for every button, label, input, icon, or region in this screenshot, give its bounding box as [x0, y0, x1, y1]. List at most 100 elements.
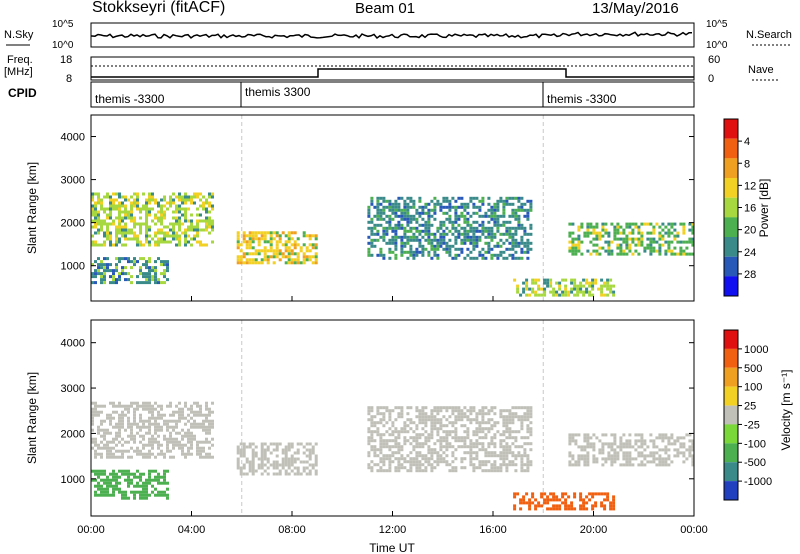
- data-cell: [148, 240, 151, 244]
- data-cell: [239, 454, 243, 458]
- data-cell: [568, 451, 572, 455]
- data-cell: [299, 460, 303, 464]
- data-cell: [124, 225, 127, 229]
- data-cell: [403, 466, 407, 470]
- data-cell: [555, 281, 559, 285]
- data-cell: [424, 229, 428, 233]
- data-cell: [588, 284, 592, 288]
- data-cell: [499, 250, 503, 254]
- data-cell: [448, 217, 452, 221]
- data-cell: [245, 261, 249, 265]
- data-cell: [564, 492, 568, 496]
- data-cell: [211, 410, 214, 414]
- data-cell: [607, 451, 611, 455]
- data-cell: [580, 457, 584, 461]
- data-cell: [610, 454, 614, 458]
- data-cell: [115, 425, 118, 429]
- data-cell: [127, 419, 130, 423]
- data-cell: [106, 225, 109, 229]
- data-cell: [136, 404, 139, 408]
- data-cell: [568, 246, 572, 250]
- data-cell: [190, 416, 193, 420]
- data-cell: [139, 240, 142, 244]
- data-cell: [583, 433, 587, 437]
- data-cell: [502, 454, 506, 458]
- data-cell: [418, 433, 422, 437]
- data-cell: [505, 226, 509, 230]
- data-cell: [199, 425, 202, 429]
- data-cell: [205, 404, 208, 408]
- data-cell: [430, 457, 434, 461]
- data-cell: [415, 226, 419, 230]
- data-cell: [586, 454, 590, 458]
- data-cell: [94, 225, 97, 229]
- noise-sky-line: [91, 31, 693, 40]
- data-cell: [178, 195, 181, 199]
- data-cell: [658, 463, 662, 467]
- data-cell: [302, 466, 306, 470]
- data-cell: [406, 430, 410, 434]
- data-cell: [439, 208, 443, 212]
- data-cell: [133, 440, 136, 444]
- data-cell: [493, 205, 497, 209]
- data-cell: [487, 250, 491, 254]
- data-cell: [528, 504, 532, 508]
- data-cell: [564, 501, 568, 505]
- data-cell: [196, 446, 199, 450]
- data-cell: [682, 460, 686, 464]
- data-cell: [157, 243, 160, 247]
- data-cell: [118, 272, 121, 276]
- data-cell: [463, 229, 467, 233]
- data-cell: [487, 244, 491, 248]
- data-cell: [388, 256, 392, 260]
- data-cell: [145, 260, 148, 264]
- data-cell: [163, 263, 166, 267]
- data-cell: [454, 415, 458, 419]
- data-cell: [184, 234, 187, 238]
- data-cell: [652, 240, 656, 244]
- data-cell: [367, 211, 371, 215]
- data-cell: [505, 466, 509, 470]
- data-cell: [148, 234, 151, 238]
- data-cell: [263, 237, 267, 241]
- data-cell: [427, 415, 431, 419]
- data-cell: [154, 475, 157, 479]
- data-cell: [586, 460, 590, 464]
- data-cell: [552, 495, 556, 499]
- data-cell: [151, 440, 154, 444]
- data-cell: [145, 455, 148, 459]
- velocity-colorbar-label: Velocity [m s⁻¹]: [779, 369, 793, 450]
- data-cell: [421, 418, 425, 422]
- data-cell: [94, 472, 97, 476]
- data-cell: [145, 263, 148, 267]
- data-cell: [118, 440, 121, 444]
- data-cell: [412, 250, 416, 254]
- data-cell: [263, 451, 267, 455]
- data-cell: [472, 409, 476, 413]
- data-cell: [549, 290, 553, 294]
- data-cell: [595, 231, 599, 235]
- data-cell: [442, 460, 446, 464]
- data-cell: [281, 252, 285, 256]
- data-cell: [139, 416, 142, 420]
- data-cell: [127, 210, 130, 214]
- data-cell: [100, 281, 103, 285]
- data-cell: [379, 442, 383, 446]
- data-cell: [511, 421, 515, 425]
- data-cell: [118, 210, 121, 214]
- data-cell: [133, 201, 136, 205]
- data-cell: [91, 275, 94, 279]
- data-cell: [424, 439, 428, 443]
- data-cell: [682, 249, 686, 253]
- data-cell: [127, 475, 130, 479]
- data-cell: [100, 278, 103, 282]
- data-cell: [466, 211, 470, 215]
- data-cell: [397, 436, 401, 440]
- data-cell: [251, 457, 255, 461]
- data-cell: [305, 246, 309, 250]
- data-cell: [136, 260, 139, 264]
- data-cell: [118, 225, 121, 229]
- data-cell: [499, 238, 503, 242]
- data-cell: [373, 463, 377, 467]
- data-cell: [178, 207, 181, 211]
